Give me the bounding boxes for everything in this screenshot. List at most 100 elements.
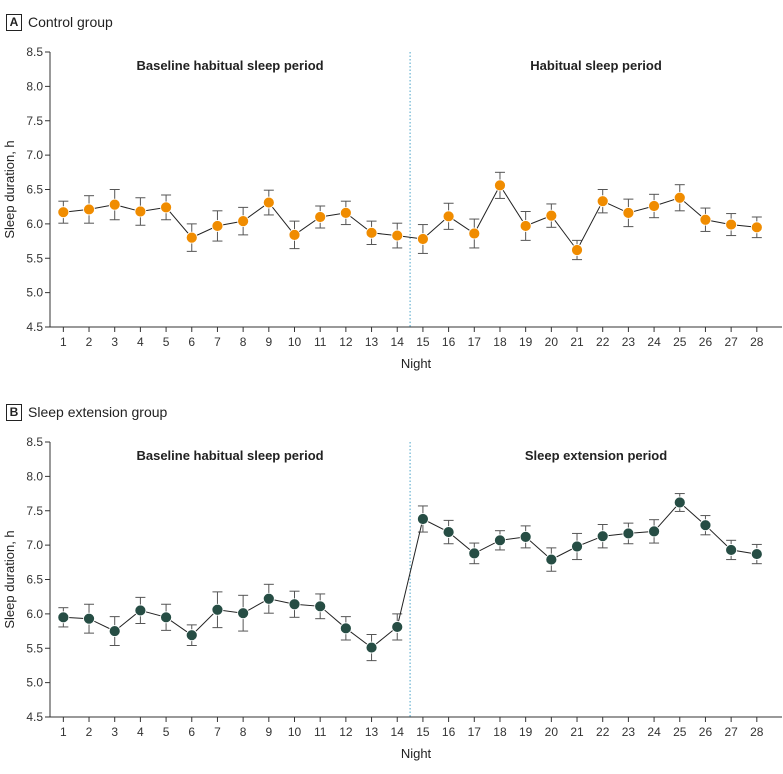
period-label-baseline: Baseline habitual sleep period [136,448,323,463]
panel-b-header: B Sleep extension group [6,402,167,422]
x-tick-label: 7 [214,335,221,349]
sleep-extension-group-chart: 4.55.05.56.06.57.07.58.08.51 2 3 4 5 6 7 8 9 10 11… [2,435,782,761]
x-tick-label: 15 [416,725,430,739]
data-point [519,220,532,232]
x-tick-label: 23 [622,725,636,739]
x-tick-label: 8 [240,725,247,739]
panel-a-header: A Control group [6,12,113,32]
panel-a-letter: A [6,13,22,31]
data-point [673,496,686,509]
data-point [417,513,429,525]
x-tick-label: 22 [596,725,610,739]
y-tick-label: 5.5 [26,641,43,655]
panel-a-title: Control group [28,14,113,30]
data-point [622,206,635,219]
panel-b-title: Sleep extension group [28,404,168,420]
period-label-second: Sleep extension period [525,448,667,463]
x-tick-label: 9 [265,335,272,349]
data-point [365,226,378,239]
data-point [83,203,95,216]
x-tick-label: 9 [265,725,272,739]
data-point [288,598,301,611]
x-tick-label: 8 [240,335,247,349]
data-point [57,611,70,624]
y-tick-label: 6.0 [26,607,43,621]
data-point [442,526,455,538]
data-point [339,206,352,219]
x-tick-label: 24 [647,335,661,349]
x-tick-label: 11 [314,335,327,349]
x-tick-label: 5 [163,335,170,349]
data-point [211,603,224,616]
x-tick-label: 16 [442,725,456,739]
data-point [185,231,198,244]
panel-b-letter: B [6,403,22,421]
x-tick-label: 2 [86,725,93,739]
data-point [314,600,327,613]
data-point [262,592,275,605]
x-tick-label: 15 [416,335,430,349]
y-tick-label: 7.5 [26,504,43,518]
x-tick-label: 13 [365,335,379,349]
y-tick-label: 5.5 [26,251,43,265]
x-tick-label: 26 [699,725,713,739]
y-tick-label: 5.0 [26,286,43,300]
data-point [134,205,147,218]
x-tick-label: 14 [391,335,405,349]
data-point [673,191,686,204]
data-point [83,612,95,625]
x-tick-label: 11 [314,725,327,739]
data-point [185,629,198,642]
data-point [468,227,481,240]
data-point [391,621,404,633]
data-point [211,220,224,232]
x-tick-label: 7 [214,725,221,739]
y-axis-label: Sleep duration, h [2,140,17,238]
x-tick-label: 6 [188,725,195,739]
y-tick-label: 8.0 [26,469,43,483]
x-tick-label: 18 [493,725,507,739]
x-tick-label: 24 [647,725,661,739]
x-tick-label: 10 [288,335,302,349]
x-tick-label: 22 [596,335,610,349]
y-tick-label: 8.5 [26,45,43,59]
period-label-baseline: Baseline habitual sleep period [136,58,323,73]
data-point [160,611,172,624]
x-tick-label: 19 [519,725,533,739]
data-point [494,179,506,192]
x-tick-label: 3 [111,335,118,349]
series-line [63,501,757,649]
data-point [262,196,275,209]
x-tick-label: 16 [442,335,456,349]
panel-a-control-group: A Control group 4.5 5.0 5.5 6.0 6.5 7.0 7.5 8.0… [0,0,783,380]
x-tick-label: 3 [111,725,118,739]
data-point [160,201,172,214]
data-point [134,604,147,617]
data-point [571,540,583,553]
data-point [596,530,609,543]
x-tick-label: 10 [288,725,302,739]
data-point [365,641,378,654]
data-point [237,215,250,228]
data-point [494,534,506,547]
data-point [699,213,712,226]
x-tick-label: 27 [724,725,738,739]
x-tick-label: 12 [339,335,353,349]
data-point [108,625,121,637]
data-point [725,218,738,231]
y-tick-label: 7.0 [26,148,43,162]
y-tick-label: 6.5 [26,573,43,587]
data-point [750,548,763,560]
x-tick-label: 14 [391,725,405,739]
x-tick-label: 12 [339,725,353,739]
x-tick-label: 19 [519,335,533,349]
x-tick-label: 26 [699,335,713,349]
x-tick-label: 1 [60,725,67,739]
x-tick-label: 2 [86,335,93,349]
data-point [519,530,532,543]
data-point [237,607,250,620]
x-tick-label: 23 [622,335,636,349]
data-point [288,228,301,241]
x-tick-label: 17 [468,335,482,349]
x-tick-label: 28 [750,335,764,349]
